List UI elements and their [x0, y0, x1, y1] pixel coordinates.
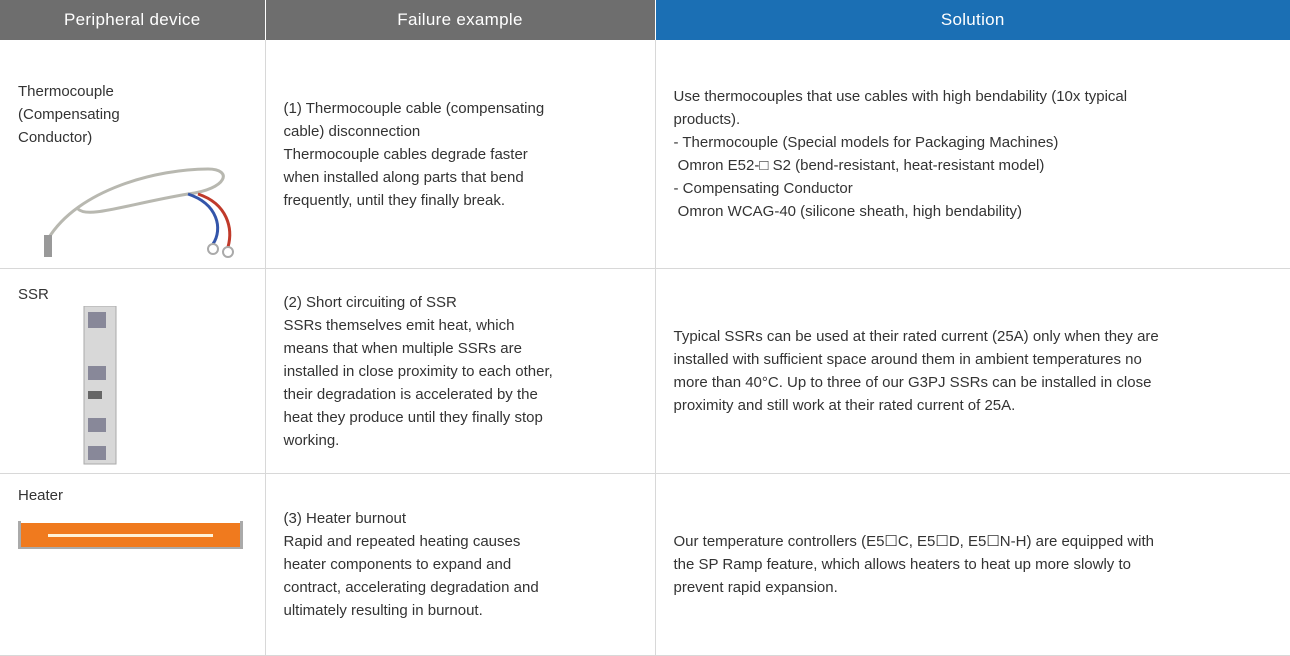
device-cell: Heater	[0, 473, 266, 656]
text-line: Rapid and repeated heating causes	[283, 533, 521, 550]
header-cell: Solution	[655, 0, 1290, 40]
cell-text: Typical SSRs can be used at their rated …	[674, 325, 1273, 417]
text-line: Typical SSRs can be used at their rated …	[673, 328, 1159, 345]
device-cell: Thermocouple (Compensating Conductor)	[0, 40, 266, 269]
device-cell: SSR	[0, 268, 266, 474]
text-line: Omron WCAG-40 (silicone sheath, high ben…	[673, 203, 1022, 220]
text-line: Heater	[18, 487, 64, 504]
text-line: the SP Ramp feature, which allows heater…	[673, 556, 1131, 573]
text-line: installed with sufficient space around t…	[673, 351, 1142, 368]
cell-text: (2) Short circuiting of SSR SSRs themselv…	[284, 291, 637, 452]
cell-text: Our temperature controllers (E5☐C, E5☐D,…	[674, 530, 1273, 599]
cell-text: (3) Heater burnout Rapid and repeated hea…	[284, 507, 637, 622]
text-line: heater components to expand and	[283, 556, 512, 573]
solution-cell: Our temperature controllers (E5☐C, E5☐D,…	[655, 473, 1290, 656]
text-line: Thermocouple cables degrade faster	[283, 145, 528, 163]
text-line: SSR	[18, 286, 49, 303]
text-line: when installed along parts that bend	[283, 168, 524, 186]
text-line: heat they produce until they finally sto…	[283, 408, 543, 426]
text-line: products).	[673, 111, 741, 128]
text-line: Conductor)	[18, 129, 93, 146]
text-line: means that when multiple SSRs are	[283, 339, 522, 357]
header-cell: Peripheral device	[0, 0, 266, 40]
failure-cell: (1) Thermocouple cable (compensating cabl…	[265, 40, 656, 269]
cell-text: Use thermocouples that use cables with h…	[674, 85, 1273, 223]
cell-text: (1) Thermocouple cable (compensating cabl…	[284, 97, 637, 212]
cell-text: Thermocouple (Compensating Conductor)	[18, 80, 247, 149]
failure-cell: (2) Short circuiting of SSR SSRs themselv…	[265, 268, 656, 474]
text-line: (Compensating	[18, 106, 120, 123]
table-row: Thermocouple (Compensating Conductor) (1) …	[0, 40, 1290, 269]
text-line: (2) Short circuiting of SSR	[283, 293, 457, 311]
solution-cell: Typical SSRs can be used at their rated …	[655, 268, 1290, 474]
text-line: Omron E52-□ S2 (bend-resistant, heat-res…	[673, 157, 1045, 174]
solution-cell: Use thermocouples that use cables with h…	[655, 40, 1290, 269]
ssr-image	[83, 305, 117, 465]
text-line: working.	[283, 431, 340, 449]
text-line: cable) disconnection	[283, 122, 421, 140]
table-row: SSR (2) Short circuiting of SSR SSRs them…	[0, 268, 1290, 474]
failure-cell: (3) Heater burnout Rapid and repeated hea…	[265, 473, 656, 656]
text-line: Our temperature controllers (E5☐C, E5☐D,…	[673, 533, 1155, 550]
text-line: Use thermocouples that use cables with h…	[673, 88, 1128, 105]
text-line: installed in close proximity to each oth…	[283, 362, 553, 380]
text-line: contract, accelerating degradation and	[283, 579, 539, 596]
cell-text: SSR	[18, 283, 247, 306]
text-line: - Compensating Conductor	[673, 180, 853, 197]
header-row: Peripheral device Failure example Soluti…	[0, 0, 1290, 40]
text-line: Thermocouple	[18, 83, 114, 100]
text-line: (3) Heater burnout	[283, 510, 407, 527]
cell-text: Heater	[18, 484, 247, 507]
text-line: frequently, until they finally break.	[283, 191, 506, 209]
text-line: prevent rapid expansion.	[673, 579, 838, 596]
text-line: - Thermocouple (Special models for Packa…	[673, 134, 1059, 151]
text-line: more than 40°C. Up to three of our G3PJ …	[673, 374, 1152, 391]
text-line: proximity and still work at their rated …	[673, 397, 1016, 414]
thermocouple-image	[44, 167, 234, 258]
header-cell: Failure example	[265, 0, 656, 40]
text-line: their degradation is accelerated by the	[283, 385, 538, 403]
table-row: Heater (3) Heater burnout Rapid and repea…	[0, 473, 1290, 656]
text-line: ultimately resulting in burnout.	[283, 602, 483, 619]
heater-image	[18, 521, 243, 549]
text-line: (1) Thermocouple cable (compensating	[283, 99, 545, 117]
text-line: SSRs themselves emit heat, which	[283, 316, 515, 334]
